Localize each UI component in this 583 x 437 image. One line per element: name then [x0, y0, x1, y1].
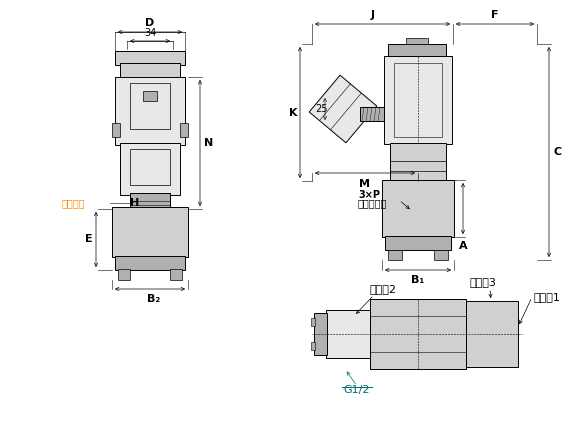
- Bar: [130, 149, 170, 185]
- Bar: [394, 63, 442, 137]
- Text: M: M: [360, 179, 371, 189]
- Bar: [384, 56, 452, 144]
- Bar: [115, 77, 185, 145]
- Text: B₁: B₁: [412, 275, 424, 285]
- Text: E: E: [85, 235, 93, 244]
- Bar: [112, 207, 188, 257]
- Bar: [118, 269, 130, 280]
- Bar: [130, 193, 170, 209]
- Polygon shape: [309, 75, 377, 143]
- Bar: [434, 250, 448, 260]
- Bar: [360, 107, 384, 121]
- Text: F: F: [491, 10, 498, 20]
- Bar: [466, 301, 518, 367]
- Text: J: J: [371, 10, 374, 20]
- Bar: [326, 310, 370, 358]
- Text: H: H: [130, 198, 139, 208]
- Text: A: A: [459, 241, 468, 251]
- Text: D: D: [145, 18, 154, 28]
- Bar: [115, 51, 185, 65]
- Bar: [112, 123, 120, 137]
- Text: ポート1: ポート1: [533, 292, 560, 302]
- Bar: [311, 342, 315, 350]
- Bar: [120, 143, 180, 195]
- Bar: [388, 44, 446, 56]
- Bar: [143, 91, 157, 101]
- Text: 25: 25: [315, 104, 328, 114]
- Bar: [406, 38, 428, 44]
- Circle shape: [130, 212, 170, 252]
- Bar: [382, 180, 454, 237]
- Text: ポート3: ポート3: [469, 277, 497, 287]
- Text: C: C: [553, 147, 561, 157]
- Text: 34: 34: [144, 28, 156, 38]
- Circle shape: [480, 322, 504, 346]
- Text: ポート2: ポート2: [370, 284, 396, 294]
- Bar: [385, 236, 451, 250]
- Circle shape: [330, 316, 366, 352]
- Bar: [170, 269, 182, 280]
- Circle shape: [398, 189, 438, 229]
- Text: G1/2: G1/2: [344, 385, 370, 395]
- Bar: [314, 313, 327, 355]
- Bar: [120, 63, 180, 79]
- Bar: [370, 299, 466, 369]
- Text: 3×P: 3×P: [358, 190, 380, 200]
- Text: K: K: [289, 108, 297, 118]
- Bar: [311, 318, 315, 326]
- Bar: [180, 123, 188, 137]
- Text: 管接続口径: 管接続口径: [358, 198, 387, 208]
- Circle shape: [346, 332, 350, 336]
- Bar: [390, 143, 446, 181]
- Text: N: N: [204, 138, 213, 148]
- Bar: [130, 83, 170, 129]
- Text: 六角対辺: 六角対辺: [62, 198, 86, 208]
- Bar: [115, 256, 185, 270]
- Text: B₂: B₂: [147, 294, 161, 304]
- Bar: [388, 250, 402, 260]
